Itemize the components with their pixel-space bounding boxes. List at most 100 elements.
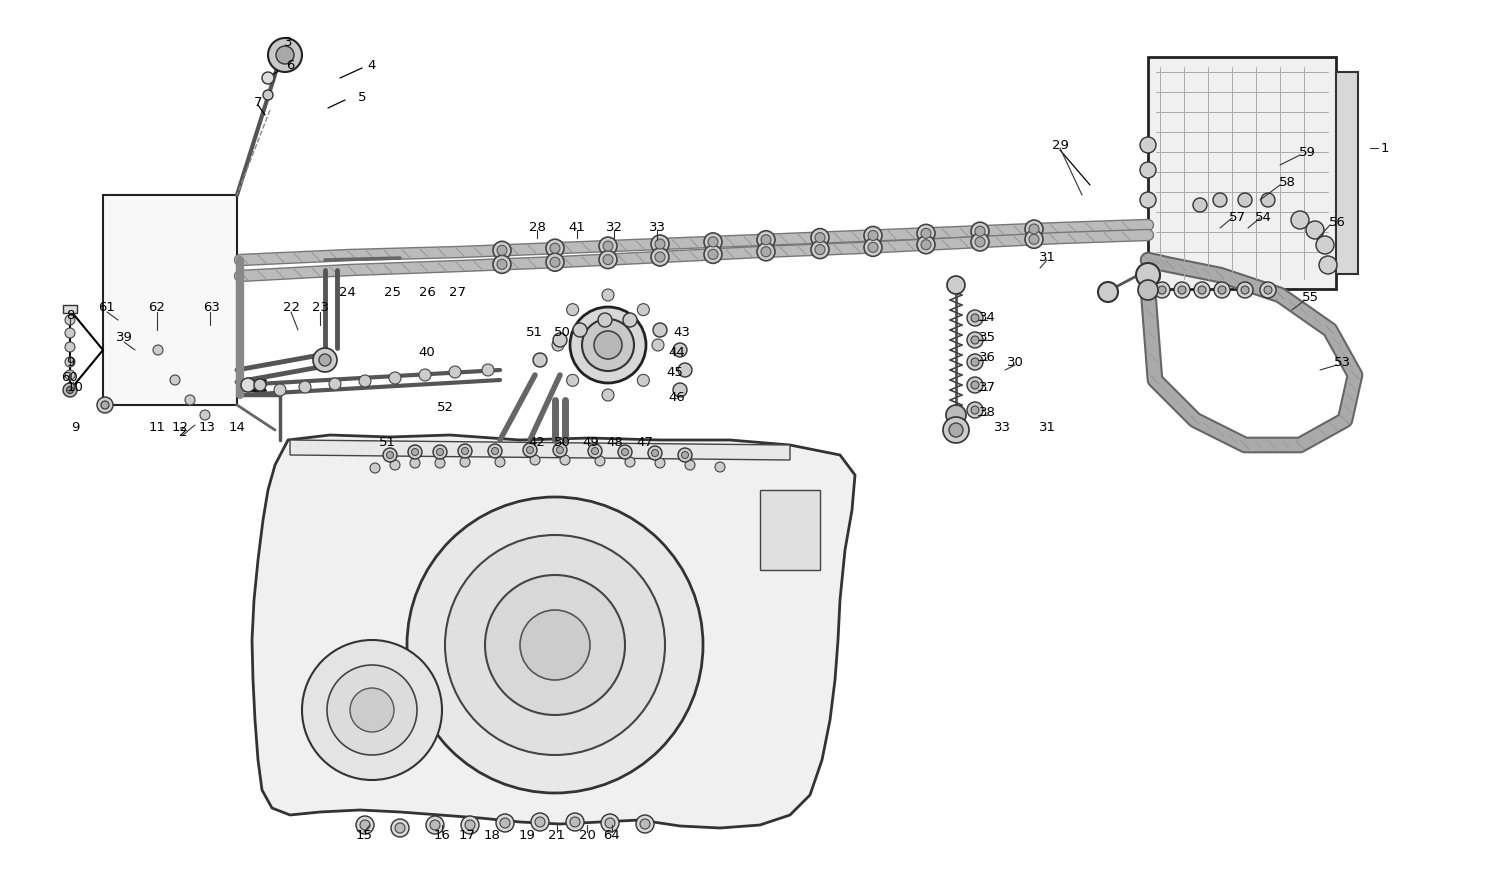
Circle shape [1218, 286, 1225, 294]
Circle shape [567, 304, 579, 315]
Circle shape [242, 378, 255, 392]
Circle shape [302, 640, 442, 780]
Text: 26: 26 [419, 285, 435, 298]
Circle shape [603, 255, 613, 265]
Text: 24: 24 [339, 285, 356, 298]
Circle shape [495, 457, 506, 467]
Circle shape [274, 384, 286, 396]
Text: 43: 43 [674, 325, 690, 339]
Circle shape [651, 449, 658, 456]
Circle shape [652, 323, 668, 337]
Circle shape [975, 237, 986, 247]
Text: 60: 60 [60, 371, 78, 383]
Circle shape [603, 241, 613, 251]
Circle shape [462, 447, 468, 454]
Circle shape [200, 410, 210, 420]
Text: 5: 5 [358, 91, 366, 103]
Circle shape [1140, 162, 1156, 178]
Circle shape [1138, 280, 1158, 300]
Circle shape [64, 315, 75, 325]
Circle shape [708, 237, 718, 247]
Circle shape [1140, 192, 1156, 208]
Circle shape [448, 366, 460, 378]
Circle shape [570, 307, 646, 383]
Text: 61: 61 [99, 300, 116, 314]
Text: 40: 40 [419, 346, 435, 358]
Circle shape [598, 237, 616, 255]
Circle shape [815, 233, 825, 242]
Circle shape [602, 289, 613, 301]
Circle shape [1214, 193, 1227, 207]
Circle shape [546, 239, 564, 257]
Circle shape [602, 814, 619, 832]
Circle shape [494, 256, 512, 274]
Circle shape [970, 336, 980, 344]
Text: 15: 15 [356, 829, 372, 841]
Circle shape [598, 313, 612, 327]
Circle shape [686, 460, 694, 470]
Circle shape [758, 231, 776, 249]
Circle shape [704, 245, 722, 264]
Circle shape [916, 236, 934, 254]
Circle shape [656, 458, 664, 468]
Circle shape [648, 446, 662, 460]
Circle shape [100, 401, 109, 409]
Circle shape [921, 228, 932, 239]
Circle shape [1029, 224, 1039, 234]
Circle shape [458, 444, 472, 458]
Text: 22: 22 [282, 300, 300, 314]
Circle shape [598, 250, 616, 268]
Circle shape [465, 820, 476, 830]
Circle shape [435, 458, 445, 468]
Circle shape [868, 231, 877, 241]
Text: 13: 13 [198, 421, 216, 434]
Circle shape [262, 90, 273, 100]
Circle shape [708, 249, 718, 259]
Text: 11: 11 [148, 421, 165, 434]
Circle shape [1214, 282, 1230, 298]
Circle shape [638, 304, 650, 315]
Circle shape [532, 353, 548, 367]
Text: 63: 63 [204, 300, 220, 314]
Circle shape [536, 817, 544, 827]
Circle shape [582, 319, 634, 371]
Circle shape [970, 233, 988, 251]
Circle shape [1292, 211, 1310, 229]
Text: 33: 33 [648, 220, 666, 233]
Text: 45: 45 [666, 365, 684, 379]
Text: 56: 56 [1329, 216, 1346, 228]
Circle shape [864, 239, 882, 257]
Circle shape [64, 370, 75, 380]
Text: 8: 8 [66, 308, 74, 322]
Polygon shape [290, 440, 790, 460]
Circle shape [975, 226, 986, 236]
Circle shape [64, 357, 75, 367]
Text: 28: 28 [528, 220, 546, 233]
Circle shape [864, 226, 882, 244]
Circle shape [758, 242, 776, 261]
Circle shape [268, 38, 302, 72]
Circle shape [488, 444, 502, 458]
Circle shape [394, 823, 405, 833]
Circle shape [596, 456, 604, 466]
Text: 27: 27 [448, 285, 465, 298]
Circle shape [638, 374, 650, 387]
Circle shape [484, 575, 626, 715]
Circle shape [411, 448, 419, 455]
Circle shape [520, 610, 590, 680]
Circle shape [1262, 193, 1275, 207]
Circle shape [546, 253, 564, 271]
Circle shape [1178, 286, 1186, 294]
Text: 47: 47 [636, 436, 654, 448]
Circle shape [760, 234, 771, 245]
Circle shape [184, 395, 195, 405]
Text: 51: 51 [525, 325, 543, 339]
Text: 48: 48 [606, 436, 624, 448]
Circle shape [567, 374, 579, 387]
Circle shape [500, 818, 510, 828]
Circle shape [618, 445, 632, 459]
Text: 23: 23 [312, 300, 328, 314]
Circle shape [944, 417, 969, 443]
Circle shape [716, 462, 724, 472]
Text: 34: 34 [978, 310, 996, 323]
